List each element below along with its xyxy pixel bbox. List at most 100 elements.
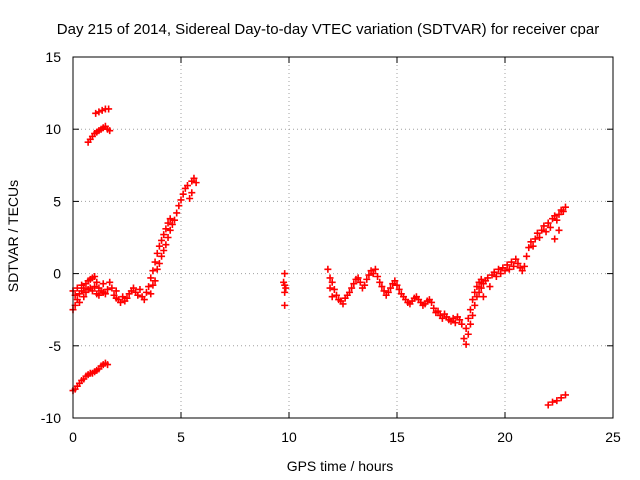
data-point [129, 284, 137, 292]
data-point [505, 265, 513, 273]
data-point [117, 298, 125, 306]
data-point [281, 288, 289, 296]
data-point [475, 288, 483, 296]
data-point [147, 290, 155, 298]
data-point [173, 209, 181, 217]
data-point [561, 203, 569, 211]
data-point [183, 182, 191, 190]
data-point [80, 293, 88, 301]
data-point [510, 262, 518, 270]
data-point [525, 244, 533, 252]
data-point [384, 288, 392, 296]
data-point [158, 236, 166, 244]
data-point [391, 277, 399, 285]
data-point [333, 291, 341, 299]
data-point [553, 216, 561, 224]
data-point [428, 298, 436, 306]
data-point [462, 324, 470, 332]
data-point [104, 361, 112, 369]
data-point [326, 274, 334, 282]
data-point [361, 281, 369, 289]
data-point [365, 271, 373, 279]
data-point [371, 265, 379, 273]
data-point [168, 221, 176, 229]
data-point [75, 298, 83, 306]
data-point [153, 265, 161, 273]
data-point [378, 283, 386, 291]
data-point [149, 281, 157, 289]
data-point [95, 291, 103, 299]
data-point [151, 277, 159, 285]
data-point [106, 278, 114, 286]
data-point [354, 274, 362, 282]
data-point [140, 296, 148, 304]
data-point [561, 391, 569, 399]
data-point [451, 319, 459, 327]
data-points [69, 105, 569, 409]
data-point [119, 293, 127, 301]
data-point [324, 265, 332, 273]
data-point [544, 219, 552, 227]
data-point [166, 226, 174, 234]
data-point [434, 307, 442, 315]
data-point [376, 278, 384, 286]
y-tick-label: -10 [41, 410, 61, 426]
data-point [473, 293, 481, 301]
data-point [104, 285, 112, 293]
y-tick-label: 5 [53, 193, 61, 209]
data-point [363, 275, 371, 283]
plot-frame [72, 56, 614, 419]
y-tick-label: -5 [49, 338, 62, 354]
data-point [438, 314, 446, 322]
x-tick-labels: 0 5 10 15 20 25 [69, 429, 621, 445]
x-tick-label: 20 [497, 429, 513, 445]
data-point [477, 284, 485, 292]
y-tick-label: 10 [45, 121, 61, 137]
data-point [136, 285, 144, 293]
data-point [495, 265, 503, 273]
data-point [503, 261, 511, 269]
data-point [105, 105, 113, 113]
data-point [538, 226, 546, 234]
data-point [162, 225, 170, 233]
data-point [162, 241, 170, 249]
data-point [464, 314, 472, 322]
data-point [369, 270, 377, 278]
data-point [497, 270, 505, 278]
data-point [147, 274, 155, 282]
y-tick-labels: -10 -5 0 5 10 15 [41, 49, 61, 426]
data-point [175, 202, 183, 210]
data-point [190, 174, 198, 182]
data-point [531, 235, 539, 243]
data-point [328, 278, 336, 286]
data-point [514, 259, 522, 267]
data-point [171, 216, 179, 224]
data-point [142, 288, 150, 296]
chart-title: Day 215 of 2014, Sidereal Day-to-day VTE… [57, 21, 599, 38]
data-point [339, 300, 347, 308]
data-point [282, 284, 290, 292]
data-point [380, 287, 388, 295]
data-point [348, 284, 356, 292]
data-point [518, 267, 526, 275]
data-point [164, 219, 172, 227]
data-point [551, 235, 559, 243]
data-point [549, 398, 557, 406]
data-point [501, 267, 509, 275]
data-point [330, 285, 338, 293]
data-point [149, 267, 157, 275]
data-point [466, 306, 474, 314]
data-point [387, 284, 395, 292]
data-point [460, 335, 468, 343]
data-point [486, 283, 494, 291]
data-point [464, 330, 472, 338]
data-point [326, 284, 334, 292]
data-point [559, 208, 567, 216]
data-point [179, 190, 187, 198]
data-point [553, 397, 561, 405]
data-point [345, 288, 353, 296]
data-point [123, 294, 131, 302]
data-point [112, 287, 120, 295]
x-tick-label: 0 [69, 429, 77, 445]
x-tick-label: 5 [177, 429, 185, 445]
